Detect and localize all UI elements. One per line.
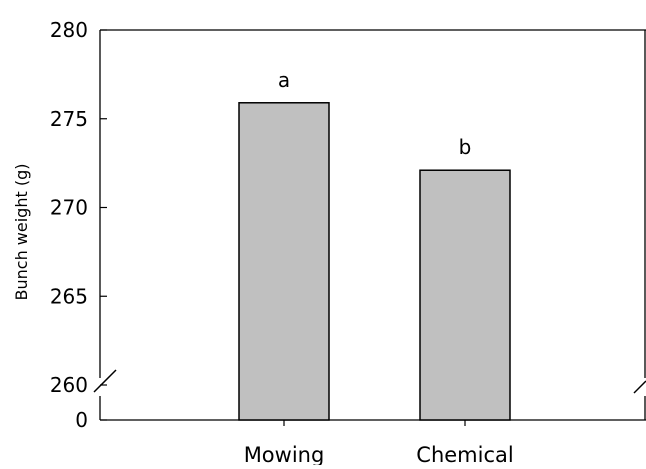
y-tick-label: 280 [50,18,88,42]
axes [93,29,646,426]
y-tick-label: 275 [50,107,88,131]
bar-chemical [419,169,511,421]
x-tick-label-chemical: Chemical [416,443,513,465]
significance-label-mowing: a [278,68,290,92]
labels: 280 275 270 265 260 0 Bunch weight (g) a Mowing b… [12,18,514,467]
y-tick-label: 270 [50,196,88,220]
x-tick-label-mowing: Mowing [244,443,325,465]
y-tick-label: 260 [50,373,88,397]
bars [238,102,511,421]
significance-label-chemical: b [459,135,472,159]
axis-break-mark-left [93,369,117,393]
bar-mowing [238,102,330,421]
axis-break-mark-right [633,380,646,394]
y-tick-label-zero: 0 [75,408,88,432]
y-tick-label: 265 [50,284,88,308]
y-axis-title: Bunch weight (g) [12,164,31,301]
